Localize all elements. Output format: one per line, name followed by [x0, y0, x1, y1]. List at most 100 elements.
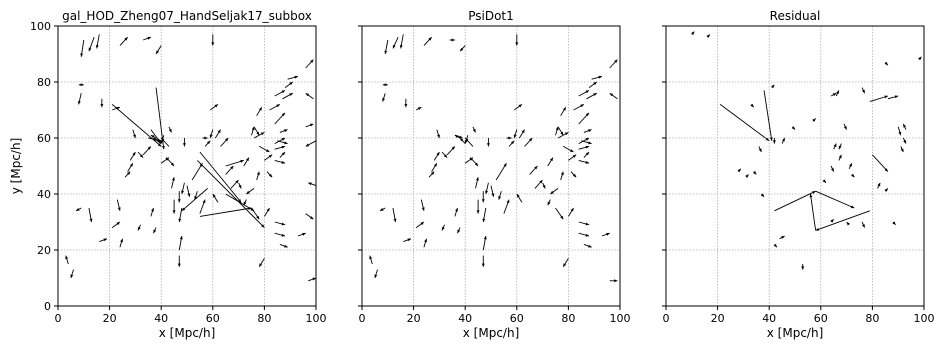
- vector-arrow: [279, 243, 288, 248]
- vector-arrow: [202, 136, 208, 140]
- vector-arrow: [861, 87, 866, 94]
- vector-arrow: [111, 221, 121, 228]
- panel-title: Residual: [770, 9, 821, 23]
- vector-arrow: [220, 137, 229, 147]
- vector-arrow: [384, 39, 389, 55]
- vector-arrow: [297, 232, 306, 237]
- vector-arrow: [274, 137, 286, 144]
- y-tick-label: 100: [30, 20, 51, 33]
- vector-arrow: [555, 207, 564, 220]
- vector-arrow: [282, 92, 293, 100]
- vector-arrow: [214, 129, 221, 139]
- vector-arrow: [284, 81, 294, 88]
- vector-arrow: [869, 95, 889, 103]
- vector-arrow: [887, 95, 899, 100]
- vector-arrow: [846, 221, 850, 226]
- x-tick-label: 20: [711, 312, 725, 325]
- vector-arrow: [95, 34, 100, 49]
- vector-arrow: [119, 238, 123, 248]
- vector-arrow: [486, 138, 490, 147]
- vector-arrow: [534, 179, 543, 189]
- x-axis-label: x [Mpc/h]: [463, 326, 520, 340]
- vector-arrow: [382, 83, 388, 87]
- x-tick-label: 100: [914, 312, 934, 325]
- vector-arrow: [555, 126, 559, 136]
- y-tick-label: 40: [37, 188, 51, 201]
- vector-arrow: [166, 157, 175, 167]
- vector-arrow: [238, 182, 242, 189]
- x-tick-label: 40: [762, 312, 776, 325]
- vector-arrow: [181, 188, 208, 212]
- vector-arrow: [822, 179, 827, 184]
- vector-arrow: [178, 207, 183, 223]
- vector-arrow: [420, 199, 425, 211]
- vector-arrow: [243, 157, 250, 167]
- vector-arrow: [230, 179, 239, 189]
- vector-arrow: [264, 154, 273, 161]
- vector-arrow: [570, 171, 577, 178]
- vector-arrow: [830, 92, 837, 97]
- vector-arrow: [199, 151, 242, 203]
- vector-arrow: [88, 37, 95, 52]
- vector-arrow: [848, 163, 853, 169]
- vector-arrow: [274, 90, 286, 97]
- y-tick-label: 20: [37, 244, 51, 257]
- vector-arrow: [781, 137, 786, 144]
- vector-arrow: [308, 277, 317, 282]
- vector-arrow: [374, 269, 378, 279]
- vector-arrow: [305, 213, 314, 220]
- vector-arrow: [78, 83, 84, 87]
- vector-arrow: [578, 232, 590, 237]
- panel-title: gal_HOD_Zheng07_HandSeljak17_subbox: [62, 9, 312, 23]
- vector-arrow: [379, 207, 386, 212]
- vector-arrow: [459, 137, 466, 144]
- vector-arrow: [706, 34, 711, 38]
- vector-arrow: [877, 182, 881, 189]
- vector-arrow: [490, 185, 495, 197]
- vector-arrow: [609, 59, 618, 69]
- vector-arrow: [274, 221, 286, 226]
- vector-arrow: [583, 151, 590, 158]
- vector-arrow: [305, 59, 314, 69]
- x-tick-label: 100: [306, 312, 327, 325]
- vector-arrow: [88, 207, 93, 223]
- vector-arrow: [168, 126, 172, 133]
- panel-frame: [665, 25, 925, 307]
- x-tick-label: 0: [55, 312, 62, 325]
- vector-arrow: [191, 162, 203, 181]
- vector-arrow: [591, 75, 603, 80]
- vector-arrow: [835, 90, 840, 97]
- vector-arrow: [160, 137, 170, 147]
- vector-arrow: [902, 137, 907, 144]
- panel-frame: [361, 25, 621, 307]
- y-tick-label: 0: [44, 300, 51, 313]
- vector-arrow: [529, 165, 538, 175]
- x-tick-label: 60: [814, 312, 828, 325]
- quiver-panel-3: 0 20 40 60 80 100 Residual x [Mpc/h]: [662, 9, 934, 340]
- vector-arrow: [771, 84, 775, 89]
- vector-arrow: [892, 221, 896, 226]
- vector-arrow: [586, 92, 597, 100]
- vector-arrow: [256, 171, 260, 181]
- vector-arrow: [562, 258, 569, 268]
- vector-arrow: [609, 279, 618, 283]
- vector-arrow: [209, 104, 219, 111]
- vector-arrow: [760, 193, 765, 198]
- vector-arrow: [392, 37, 399, 49]
- vector-arrow: [274, 159, 286, 164]
- vector-arrow: [470, 157, 479, 167]
- x-tick-label: 80: [561, 312, 575, 325]
- vector-arrow: [560, 106, 567, 116]
- vector-arrow: [812, 118, 816, 122]
- vector-arrow: [583, 243, 592, 248]
- vector-arrow: [568, 154, 577, 161]
- vector-arrow: [557, 126, 564, 136]
- vector-arrow: [308, 182, 317, 187]
- vector-arrow: [251, 126, 255, 136]
- vector-arrow: [274, 232, 286, 237]
- vector-arrow: [287, 75, 299, 80]
- x-tick-label: 40: [154, 312, 168, 325]
- vector-arrow: [902, 123, 907, 130]
- vector-arrow: [137, 224, 141, 231]
- vector-arrow: [861, 221, 866, 228]
